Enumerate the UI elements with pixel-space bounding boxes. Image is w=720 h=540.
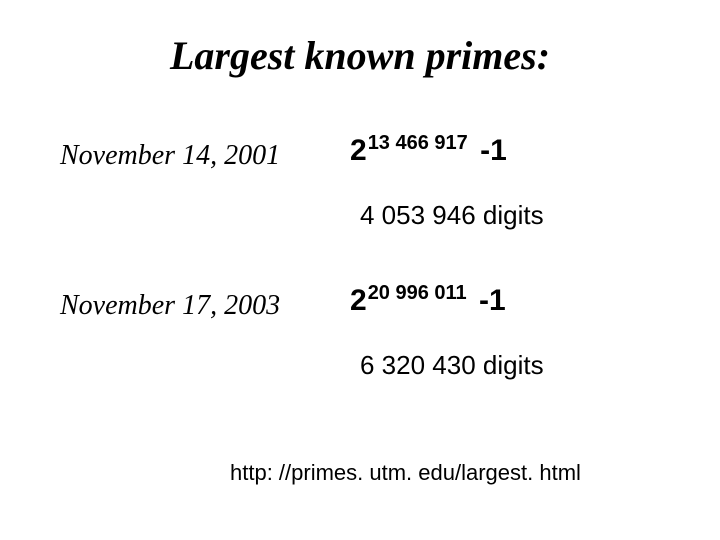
digit-count: 4 053 946 digits — [360, 200, 544, 231]
prime-formula: 220 996 011 -1 — [350, 282, 506, 318]
digit-count: 6 320 430 digits — [360, 350, 544, 381]
formula-suffix: -1 — [472, 134, 507, 167]
entry-date: November 17, 2003 — [60, 290, 280, 322]
formula-suffix: -1 — [471, 284, 506, 317]
prime-formula: 213 466 917 -1 — [350, 132, 507, 168]
formula-exponent: 20 996 011 — [368, 282, 467, 304]
source-url: http: //primes. utm. edu/largest. html — [230, 460, 581, 486]
page-title: Largest known primes: — [0, 32, 720, 79]
formula-exponent: 13 466 917 — [368, 132, 468, 154]
formula-base: 2 — [350, 284, 367, 317]
entry-date: November 14, 2001 — [60, 140, 280, 172]
formula-base: 2 — [350, 134, 367, 167]
slide: Largest known primes: November 14, 2001 … — [0, 0, 720, 540]
